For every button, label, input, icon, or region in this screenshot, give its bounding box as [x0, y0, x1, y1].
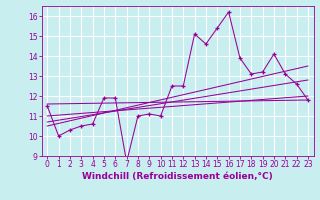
X-axis label: Windchill (Refroidissement éolien,°C): Windchill (Refroidissement éolien,°C) [82, 172, 273, 181]
